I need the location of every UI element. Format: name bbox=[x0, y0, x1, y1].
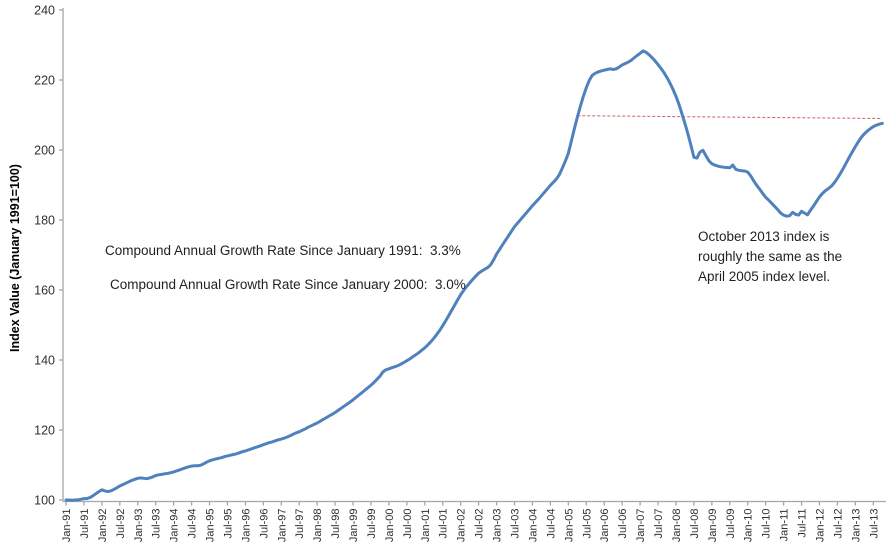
x-tick-label: Jan-91 bbox=[61, 509, 73, 543]
y-tick-label: 120 bbox=[34, 424, 55, 438]
y-tick-label: 180 bbox=[34, 214, 55, 228]
x-tick-label: Jul-08 bbox=[689, 509, 701, 539]
x-tick-label: Jul-01 bbox=[438, 509, 450, 539]
y-axis-title: Index Value (January 1991=100) bbox=[8, 164, 22, 352]
x-tick-label: Jan-05 bbox=[563, 509, 575, 543]
x-tick-label: Jan-13 bbox=[850, 509, 862, 543]
x-tick-label: Jul-02 bbox=[474, 509, 486, 539]
x-tick-label: Jan-12 bbox=[814, 509, 826, 543]
x-tick-label: Jul-00 bbox=[402, 509, 414, 539]
x-tick-label: Jul-94 bbox=[187, 509, 199, 539]
x-tick-label: Jul-09 bbox=[725, 509, 737, 539]
x-tick-label: Jan-94 bbox=[169, 509, 181, 543]
x-tick-label: Jan-97 bbox=[276, 509, 288, 543]
april-2005-level-dashed-line bbox=[577, 115, 883, 119]
x-tick-label: Jul-95 bbox=[222, 509, 234, 539]
x-tick-label: Jul-03 bbox=[510, 509, 522, 539]
x-tick-label: Jul-99 bbox=[366, 509, 378, 539]
x-tick-label: Jul-91 bbox=[79, 509, 91, 539]
y-tick-label: 240 bbox=[34, 4, 55, 18]
x-tick-label: Jul-13 bbox=[868, 509, 880, 539]
x-tick-label: Jul-12 bbox=[832, 509, 844, 539]
cagr-1991-annotation: Compound Annual Growth Rate Since Januar… bbox=[105, 243, 461, 258]
y-tick-label: 100 bbox=[34, 494, 55, 508]
x-tick-label: Jan-07 bbox=[635, 509, 647, 543]
x-tick-label: Jan-04 bbox=[527, 509, 539, 543]
y-tick-label: 220 bbox=[34, 74, 55, 88]
x-tick-label: Jul-92 bbox=[115, 509, 127, 539]
x-tick-label: Jan-03 bbox=[492, 509, 504, 543]
x-tick-label: Jan-96 bbox=[240, 509, 252, 543]
x-tick-label: Jan-01 bbox=[420, 509, 432, 543]
x-tick-label: Jul-93 bbox=[151, 509, 163, 539]
x-tick-label: Jan-95 bbox=[205, 509, 217, 543]
x-tick-label: Jul-96 bbox=[258, 509, 270, 539]
index-value-line bbox=[64, 49, 884, 502]
x-tick-label: Jan-02 bbox=[456, 509, 468, 543]
x-tick-label: Jul-06 bbox=[617, 509, 629, 539]
x-tick-label: Jul-98 bbox=[330, 509, 342, 539]
x-tick-label: Jul-11 bbox=[797, 509, 809, 538]
x-tick-label: Jul-07 bbox=[653, 509, 665, 539]
y-tick-label: 160 bbox=[34, 284, 55, 298]
x-tick-label: Jan-09 bbox=[707, 509, 719, 543]
x-tick-label: Jul-97 bbox=[294, 509, 306, 539]
x-tick-label: Jan-00 bbox=[384, 509, 396, 543]
x-tick-label: Jan-99 bbox=[348, 509, 360, 543]
x-tick-label: Jul-10 bbox=[761, 509, 773, 539]
y-tick-label: 140 bbox=[34, 354, 55, 368]
y-tick-label: 200 bbox=[34, 144, 55, 158]
x-tick-label: Jul-05 bbox=[581, 509, 593, 539]
x-tick-label: Jan-92 bbox=[97, 509, 109, 543]
x-tick-label: Jul-04 bbox=[545, 509, 557, 539]
x-tick-label: Jan-10 bbox=[743, 509, 755, 543]
x-tick-label: Jan-06 bbox=[599, 509, 611, 543]
x-tick-label: Jan-98 bbox=[312, 509, 324, 543]
x-tick-label: Jan-08 bbox=[671, 509, 683, 543]
x-tick-label: Jan-93 bbox=[133, 509, 145, 543]
cagr-2000-annotation: Compound Annual Growth Rate Since Januar… bbox=[110, 277, 466, 292]
x-tick-label: Jan-11 bbox=[779, 509, 791, 542]
october-2013-note: October 2013 index is roughly the same a… bbox=[698, 229, 843, 284]
